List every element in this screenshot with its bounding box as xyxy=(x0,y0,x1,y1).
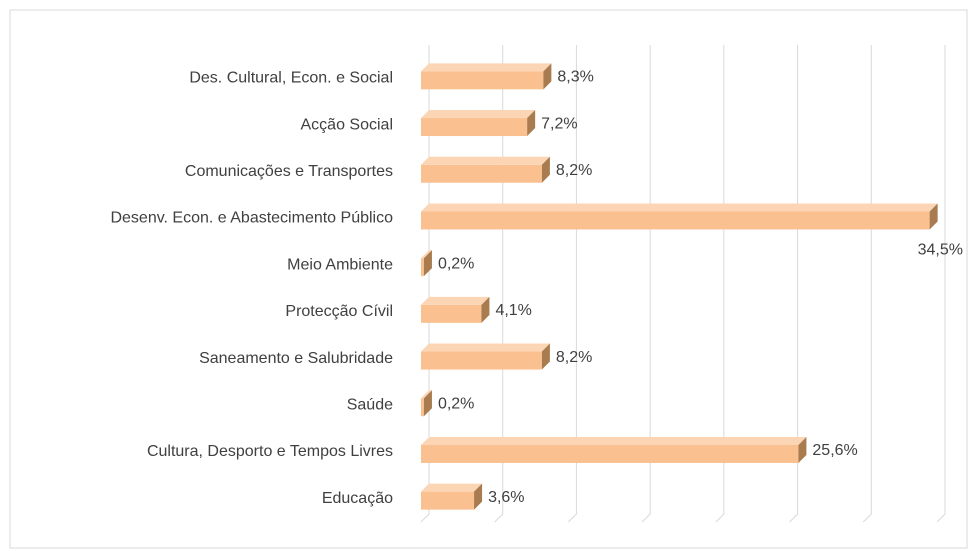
category-label: Protecção Cívil xyxy=(285,303,393,320)
bar xyxy=(421,304,482,323)
grid-line xyxy=(420,45,430,523)
bar-side xyxy=(541,343,550,370)
bar-side xyxy=(474,483,483,510)
bar xyxy=(421,211,930,230)
category-label: Comunicações e Transportes xyxy=(185,163,393,180)
bar-side xyxy=(527,110,536,137)
bar xyxy=(421,491,475,510)
bar-top xyxy=(421,296,490,305)
grid-line xyxy=(789,45,799,523)
bar-side xyxy=(541,156,550,183)
chart-border xyxy=(9,9,968,549)
bar-side xyxy=(423,250,432,277)
category-label: Cultura, Desporto e Tempos Livres xyxy=(147,443,393,460)
grid-line xyxy=(568,45,577,523)
bar-side xyxy=(481,296,490,323)
bar-top xyxy=(421,483,483,492)
value-label: 34,5% xyxy=(918,242,963,259)
category-label: Meio Ambiente xyxy=(287,256,393,273)
bar-top xyxy=(421,390,432,399)
bar-top xyxy=(421,343,550,352)
category-label: Saúde xyxy=(347,396,393,413)
bar-side xyxy=(929,203,938,230)
category-label: Des. Cultural, Econ. e Social xyxy=(189,70,393,87)
bar xyxy=(421,164,542,183)
bar-top xyxy=(421,203,938,212)
bar xyxy=(421,118,528,137)
value-label: 4,1% xyxy=(495,302,531,319)
value-label: 0,2% xyxy=(438,395,474,412)
category-label: Acção Social xyxy=(301,116,394,133)
value-label: 8,3% xyxy=(557,69,593,86)
bar xyxy=(421,71,544,90)
bar-top xyxy=(421,250,432,259)
bar-top xyxy=(421,156,550,165)
value-label: 3,6% xyxy=(488,489,524,506)
grid-line xyxy=(494,45,504,523)
category-label: Educação xyxy=(322,490,393,507)
value-label: 8,2% xyxy=(556,349,592,366)
bar-side xyxy=(798,436,807,463)
bar xyxy=(421,444,799,463)
grid-line xyxy=(862,45,872,523)
grid-line xyxy=(641,45,651,523)
bar-side xyxy=(423,390,432,417)
value-label: 7,2% xyxy=(541,115,577,132)
value-label: 8,2% xyxy=(556,162,592,179)
bar-side xyxy=(543,63,552,90)
bar xyxy=(421,258,424,277)
bar-top xyxy=(421,63,552,72)
bar xyxy=(421,351,542,370)
category-label: Saneamento e Salubridade xyxy=(199,350,393,367)
bar-top xyxy=(421,110,536,119)
bar-top xyxy=(421,436,807,445)
grid-line xyxy=(715,45,725,523)
value-label: 25,6% xyxy=(812,442,857,459)
grid-line xyxy=(936,45,946,523)
value-label: 0,2% xyxy=(438,255,474,272)
category-label: Desenv. Econ. e Abastecimento Público xyxy=(110,210,393,227)
bar xyxy=(421,398,424,417)
